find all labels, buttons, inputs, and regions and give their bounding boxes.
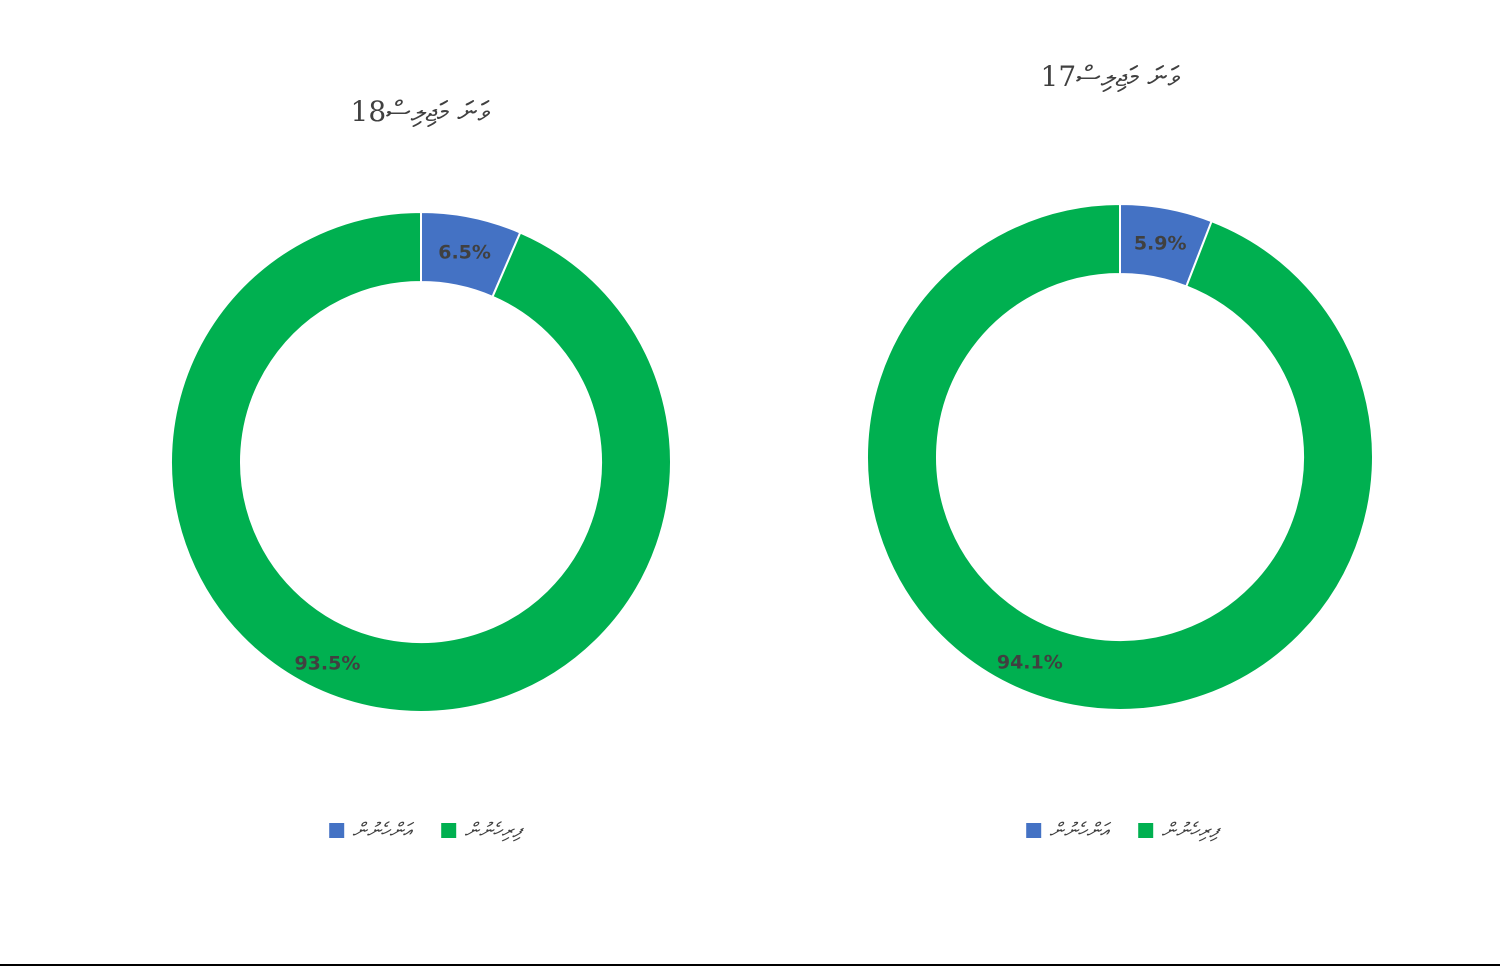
legend-swatch-green bbox=[1138, 822, 1154, 838]
chart-panel-18: 18ވަނަ މަޖިލިސް 6.5% 93.5% އަންހެނުން ފިރ… bbox=[170, 95, 672, 842]
donut-slice-men bbox=[866, 202, 1374, 711]
donut-chart: 6.5% 93.5% bbox=[170, 210, 672, 713]
legend-label: ފިރިހެނުން bbox=[1161, 818, 1218, 842]
legend-item-women: އަންހެނުން bbox=[1026, 818, 1108, 842]
donut-slice-men bbox=[170, 210, 672, 713]
chart-panel-17: 17ވަނަ މަޖިލިސް 5.9% 94.1% އަންހެނުން ފިރ… bbox=[750, 0, 1500, 968]
donut-chart: 5.9% 94.1% bbox=[866, 202, 1374, 711]
bottom-rule bbox=[0, 964, 1500, 966]
data-label: 5.9% bbox=[1134, 233, 1187, 255]
legend-label: ފިރިހެނުން bbox=[464, 818, 521, 842]
data-label: 94.1% bbox=[997, 651, 1063, 673]
legend-label: އަންހެނުން bbox=[1049, 818, 1109, 842]
chart-title: 18ވަނަ މަޖިލިސް bbox=[350, 95, 490, 128]
legend-item-men: ފިރިހެނުން bbox=[441, 818, 521, 842]
legend-swatch-blue bbox=[1026, 822, 1042, 838]
legend-item-men: ފިރިހެނުން bbox=[1138, 818, 1218, 842]
data-label: 6.5% bbox=[438, 241, 491, 263]
chart-legend: އަންހެނުން ފިރިހެނުން bbox=[1026, 818, 1218, 842]
chart-title: 17ވަނަ މަޖިލިސް bbox=[1040, 60, 1180, 93]
legend-item-women: އަންހެނުން bbox=[329, 818, 411, 842]
legend-label: އަންހެނުން bbox=[352, 818, 412, 842]
data-label: 93.5% bbox=[294, 653, 360, 675]
legend-swatch-blue bbox=[329, 822, 345, 838]
legend-swatch-green bbox=[441, 822, 457, 838]
chart-legend: އަންހެނުން ފިރިހެނުން bbox=[329, 818, 521, 842]
